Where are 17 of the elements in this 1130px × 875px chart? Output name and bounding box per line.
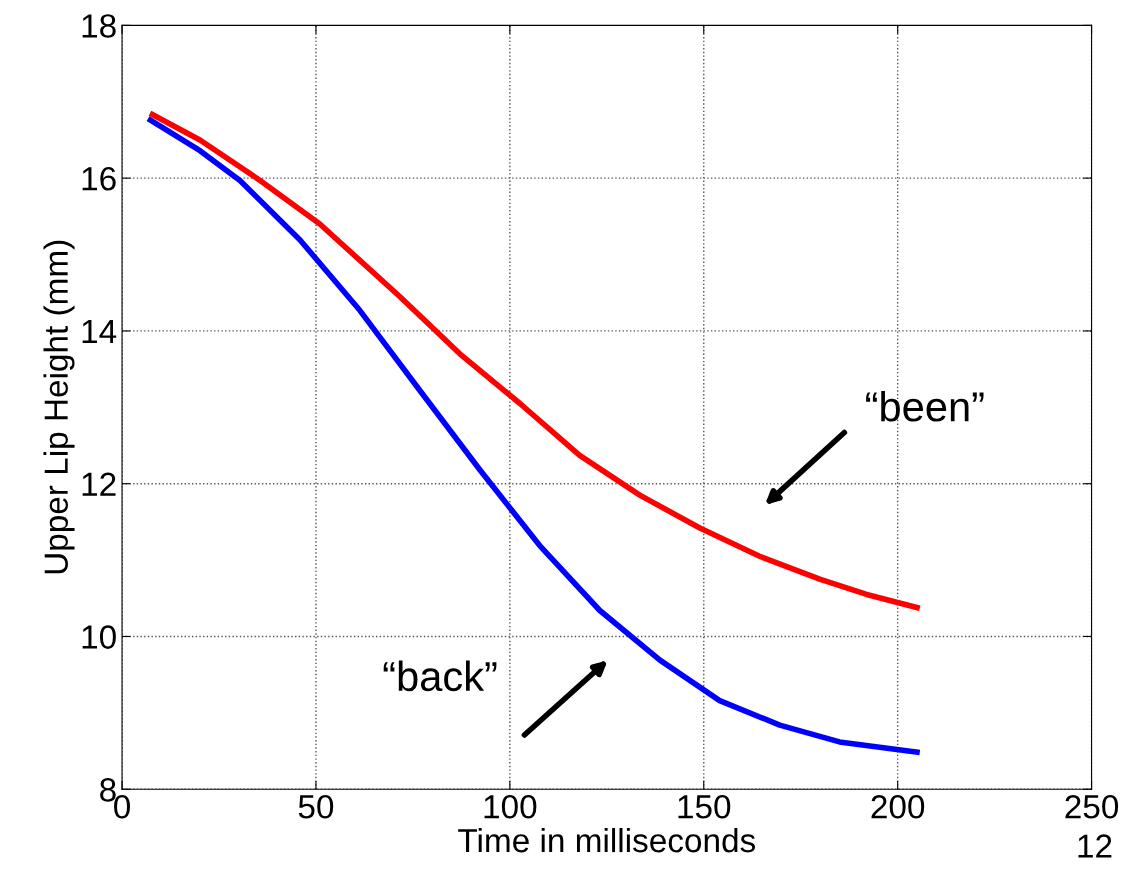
annotation: “been” (866, 390, 984, 422)
text: 12 (1078, 834, 1112, 858)
y-tick-label: 12 (82, 472, 116, 496)
x-axis-title: Time in milliseconds (458, 827, 756, 853)
y-tick-label: 16 (82, 166, 116, 191)
x-tick-label: 100 (484, 794, 537, 819)
x-tick-label: 200 (871, 794, 925, 819)
x-tick-label: 0 (114, 794, 131, 819)
x-tick-label: 50 (298, 794, 334, 819)
y-tick-label: 10 (82, 625, 116, 649)
y-tick-label: 14 (82, 320, 117, 343)
x-tick-label: 250 (1065, 794, 1119, 819)
y-tick-label: 8 (100, 778, 116, 802)
annotation: “back” (383, 660, 497, 692)
x-tick-label: 150 (678, 794, 731, 819)
y-tick-label: 18 (82, 14, 116, 38)
y-axis-title: Upper Lip Height (mm) (43, 240, 75, 574)
